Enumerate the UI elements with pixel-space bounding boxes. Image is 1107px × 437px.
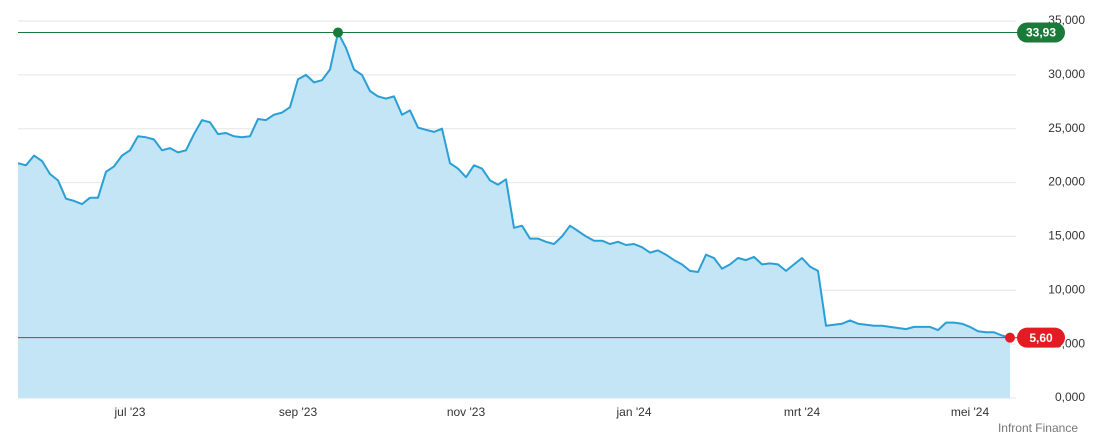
x-tick-label: jan '24 bbox=[616, 405, 652, 419]
y-tick-label: 30,000 bbox=[1048, 67, 1085, 81]
x-tick-label: mei '24 bbox=[951, 405, 990, 419]
price-line bbox=[17, 31, 1011, 339]
value-badge-label: 5,60 bbox=[1029, 331, 1053, 345]
plot bbox=[17, 31, 1011, 398]
y-tick-label: 0,000 bbox=[1055, 390, 1085, 404]
reference-dot bbox=[333, 27, 343, 38]
y-tick-label: 20,000 bbox=[1048, 175, 1085, 189]
value-badge bbox=[1017, 22, 1065, 43]
x-tick-label: jul '23 bbox=[114, 405, 146, 419]
x-tick-label: sep '23 bbox=[279, 405, 318, 419]
x-tick-label: nov '23 bbox=[447, 405, 486, 419]
y-tick-label: 10,000 bbox=[1048, 282, 1085, 296]
area-fill bbox=[18, 32, 1010, 398]
source: Infront Finance bbox=[998, 421, 1078, 435]
labels: 0,0005,00010,00015,00020,00025,00030,000… bbox=[18, 13, 1085, 419]
value-badge bbox=[1017, 327, 1065, 348]
y-tick-label: 25,000 bbox=[1048, 121, 1085, 135]
y-tick-label: 15,000 bbox=[1048, 229, 1085, 243]
x-tick-label: mrt '24 bbox=[784, 405, 821, 419]
value-badge-label: 33,93 bbox=[1026, 26, 1056, 40]
reference-dot bbox=[1005, 332, 1015, 343]
